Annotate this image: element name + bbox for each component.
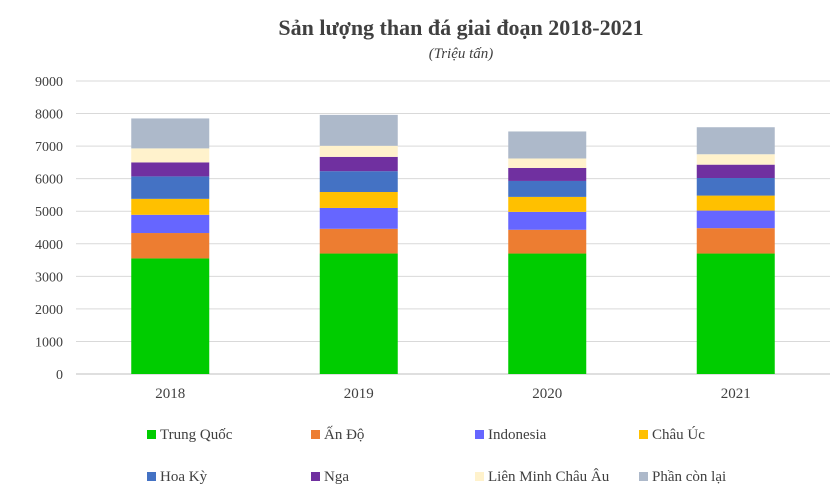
bar-segment [696, 127, 775, 155]
legend: Trung Quốc Ấn Độ Indonesia Châu Úc Hoa Kỳ Nga… [147, 426, 726, 485]
bar-segment [696, 164, 775, 179]
legend-item: Hoa Kỳ [147, 469, 208, 485]
y-tick-label: 5000 [35, 205, 63, 220]
legend-label: Trung Quốc [160, 427, 233, 443]
bar-segment [319, 228, 398, 254]
bar-segment [696, 178, 775, 196]
legend-swatch [475, 472, 484, 481]
legend-label: Hoa Kỳ [160, 469, 208, 485]
legend-label: Phần còn lại [652, 469, 726, 485]
legend-label: Nga [324, 469, 349, 485]
y-tick-label: 9000 [35, 75, 63, 90]
bar-segment [508, 253, 587, 374]
y-tick-label: 8000 [35, 108, 63, 123]
bar-segment [319, 171, 398, 193]
x-tick-label: 2021 [721, 386, 751, 402]
bar-segment [508, 180, 587, 197]
bar-segment [319, 192, 398, 208]
x-tick-label: 2018 [155, 386, 185, 402]
bar-segment [131, 162, 210, 177]
bar-segment [131, 118, 210, 149]
bar-segment [508, 211, 587, 230]
legend-item: Indonesia [475, 427, 547, 443]
bar-segment [131, 233, 210, 259]
bar-segment [131, 198, 210, 215]
legend-item: Liên Minh Châu Âu [475, 468, 610, 485]
chart-subtitle: (Triệu tấn) [429, 46, 494, 62]
legend-item: Phần còn lại [639, 469, 726, 485]
y-tick-label: 3000 [35, 270, 63, 285]
bar-segment [319, 145, 398, 157]
bar-segment [319, 207, 398, 229]
bar-segment [131, 258, 210, 374]
y-tick-label: 0 [56, 368, 63, 383]
legend-label: Ấn Độ [324, 426, 364, 443]
bar-segment [508, 229, 587, 254]
y-tick-label: 6000 [35, 173, 63, 188]
bar-segment [696, 253, 775, 374]
y-tick-label: 7000 [35, 140, 63, 155]
legend-label: Châu Úc [652, 426, 705, 443]
bar-segment [319, 156, 398, 172]
legend-swatch [639, 472, 648, 481]
bar-segment [508, 167, 587, 181]
chart-title: Sản lượng than đá giai đoạn 2018-2021 [278, 15, 643, 40]
bar-segment [131, 176, 210, 199]
legend-swatch [639, 430, 648, 439]
bars [131, 114, 775, 374]
y-tick-label: 2000 [35, 303, 63, 318]
y-axis-tick-labels: 0 1000 2000 3000 4000 5000 6000 7000 8000 9000 [35, 75, 63, 383]
y-tick-label: 1000 [35, 335, 63, 350]
legend-swatch [311, 430, 320, 439]
x-axis-tick-labels: 2018 2019 2020 2021 [155, 386, 751, 402]
bar-segment [696, 228, 775, 254]
bar-segment [319, 114, 398, 146]
legend-swatch [311, 472, 320, 481]
legend-item: Trung Quốc [147, 427, 233, 443]
bar-segment [508, 196, 587, 212]
legend-item: Nga [311, 469, 349, 485]
legend-label: Indonesia [488, 427, 547, 443]
bar-segment [508, 158, 587, 168]
bar-segment [319, 253, 398, 374]
bar-segment [131, 214, 210, 234]
bar-segment [131, 148, 210, 163]
x-tick-label: 2020 [532, 386, 562, 402]
legend-item: Châu Úc [639, 426, 705, 443]
legend-swatch [147, 472, 156, 481]
bar-segment [696, 210, 775, 229]
legend-swatch [147, 430, 156, 439]
bar-segment [696, 195, 775, 211]
bar-segment [508, 131, 587, 159]
legend-swatch [475, 430, 484, 439]
bar-segment [696, 154, 775, 165]
legend-label: Liên Minh Châu Âu [488, 468, 610, 485]
y-tick-label: 4000 [35, 238, 63, 253]
legend-item: Ấn Độ [311, 426, 364, 443]
x-tick-label: 2019 [344, 386, 374, 402]
